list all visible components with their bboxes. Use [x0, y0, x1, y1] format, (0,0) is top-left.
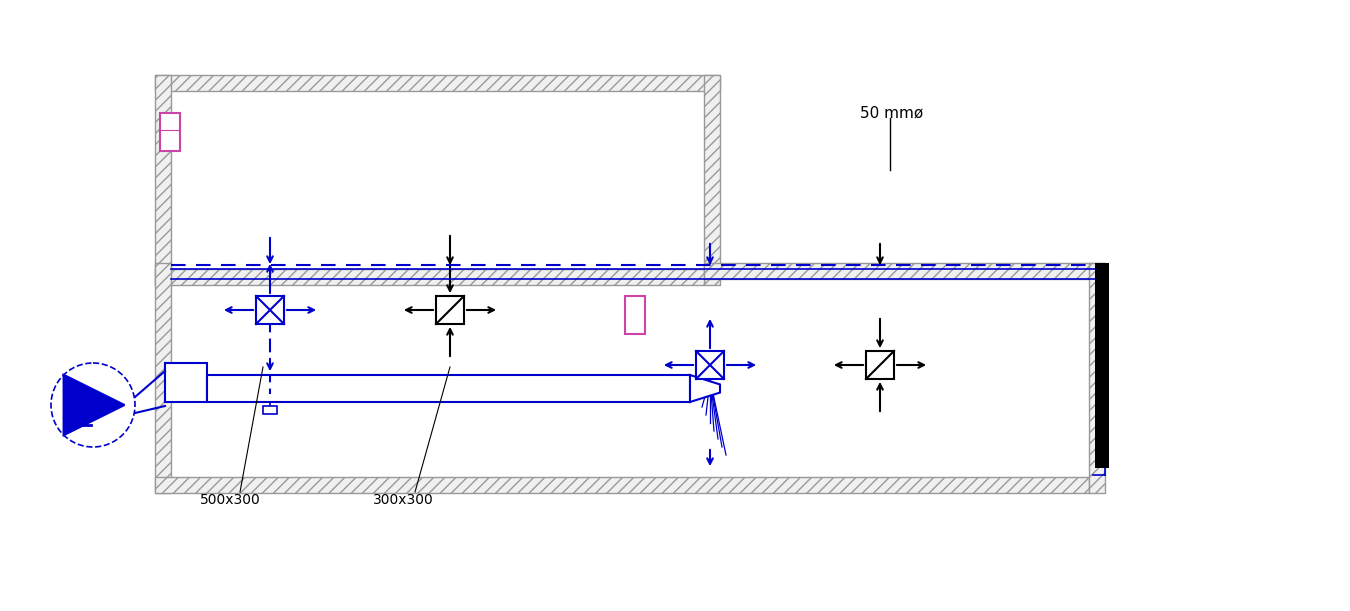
Circle shape	[51, 363, 135, 447]
Text: 500x300: 500x300	[200, 493, 261, 507]
Bar	[161, 113, 180, 151]
Bar	[207, 375, 690, 402]
Bar	[155, 75, 720, 91]
Bar	[703, 263, 1106, 279]
Bar	[263, 406, 277, 414]
Polygon shape	[63, 375, 124, 435]
Bar	[155, 477, 1089, 493]
Bar	[155, 263, 171, 493]
Bar	[436, 296, 464, 324]
Bar	[165, 363, 207, 402]
Bar	[625, 296, 645, 334]
Bar	[1089, 263, 1106, 493]
Bar	[155, 269, 703, 285]
Bar	[155, 75, 171, 285]
Bar	[256, 296, 284, 324]
Text: 50 mmø: 50 mmø	[860, 105, 923, 120]
Polygon shape	[690, 375, 720, 402]
Text: 300x300: 300x300	[373, 493, 433, 507]
Bar	[697, 351, 724, 379]
Bar	[703, 75, 720, 285]
Bar	[865, 351, 894, 379]
Bar	[1095, 263, 1108, 468]
